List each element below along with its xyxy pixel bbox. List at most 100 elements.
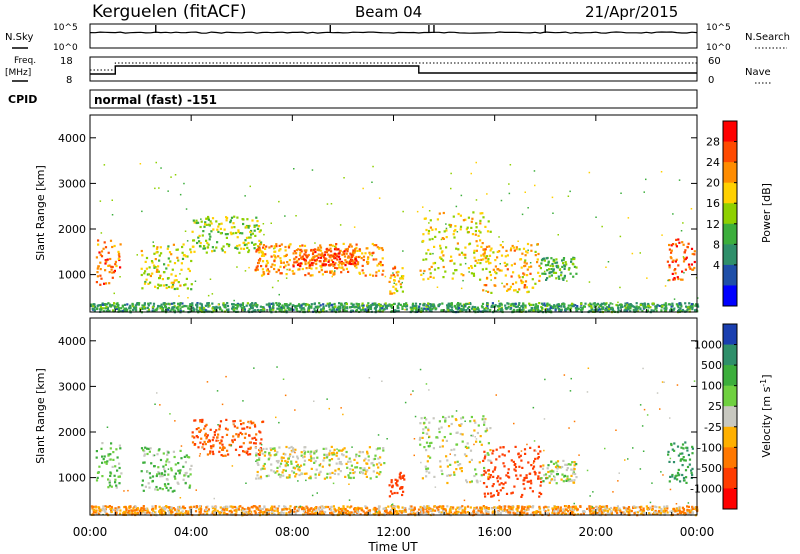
- echo-cell: [117, 257, 120, 260]
- echo-cell: [516, 510, 519, 513]
- echo-cell: [401, 267, 404, 270]
- echo-cell: [144, 280, 147, 284]
- echo-cell: [546, 263, 550, 267]
- echo-cell: [106, 460, 109, 463]
- echo-cell: [143, 282, 147, 285]
- echo-cell: [108, 309, 111, 312]
- echo-cell: [144, 446, 147, 449]
- echo-cell: [482, 253, 485, 256]
- echo-cell: [275, 243, 278, 246]
- echo-cell: [309, 264, 312, 267]
- echo-cell: [160, 512, 163, 515]
- echo-cell: [137, 303, 140, 306]
- echo-cell: [155, 251, 158, 254]
- echo-cell: [483, 466, 486, 470]
- echo-cell: [688, 509, 691, 512]
- echo-cell: [394, 505, 397, 508]
- echo-cell: [176, 306, 179, 309]
- echo-cell: [315, 309, 318, 312]
- echo-cell: [256, 249, 259, 252]
- echo-cell: [445, 229, 448, 232]
- echo-cell: [324, 259, 328, 262]
- echo-cell: [144, 270, 147, 273]
- echo-cell: [483, 507, 486, 510]
- echo-cell: [363, 467, 366, 470]
- echo-cell: [288, 244, 291, 247]
- echo-cell: [479, 440, 482, 443]
- scatter-cell: [178, 295, 180, 297]
- echo-cell: [422, 233, 425, 236]
- echo-cell: [452, 513, 455, 516]
- scatter-cell: [295, 215, 297, 217]
- echo-cell: [107, 486, 110, 489]
- echo-cell: [342, 261, 345, 265]
- echo-cell: [459, 302, 462, 305]
- echo-cell: [615, 507, 618, 510]
- echo-cell: [353, 250, 356, 253]
- echo-cell: [532, 303, 535, 306]
- echo-cell: [432, 447, 435, 450]
- echo-cell: [663, 512, 666, 515]
- echo-cell: [521, 507, 524, 510]
- echo-cell: [150, 260, 154, 263]
- echo-cell: [262, 246, 265, 249]
- echo-cell: [550, 268, 553, 271]
- echo-cell: [681, 270, 684, 273]
- echo-cell: [453, 262, 456, 265]
- echo-cell: [675, 507, 678, 510]
- echo-cell: [173, 305, 176, 308]
- echo-cell: [660, 306, 663, 309]
- echo-cell: [296, 263, 300, 266]
- noise-left-tick-bottom: 10^0: [53, 43, 78, 53]
- echo-cell: [469, 481, 472, 484]
- echo-cell: [149, 476, 152, 479]
- echo-cell: [450, 308, 453, 311]
- echo-cell: [484, 455, 487, 458]
- echo-cell: [647, 304, 650, 307]
- echo-cell: [575, 266, 578, 269]
- echo-cell: [115, 264, 118, 268]
- echo-cell: [625, 507, 628, 510]
- echo-cell: [108, 303, 111, 306]
- echo-cell: [465, 479, 468, 482]
- echo-cell: [218, 306, 221, 309]
- echo-cell: [626, 302, 629, 305]
- echo-cell: [209, 220, 212, 223]
- echo-cell: [95, 281, 98, 284]
- scatter-cell: [557, 234, 559, 236]
- echo-cell: [134, 304, 137, 307]
- echo-cell: [112, 458, 115, 461]
- echo-cell: [504, 264, 507, 267]
- echo-cell: [118, 482, 121, 485]
- echo-cell: [428, 471, 431, 474]
- echo-cell: [572, 481, 576, 484]
- echo-cell: [292, 308, 295, 311]
- echo-cell: [243, 450, 246, 453]
- echo-cell: [420, 512, 423, 516]
- echo-cell: [589, 508, 592, 511]
- echo-cell: [593, 308, 596, 311]
- echo-cell: [232, 435, 235, 438]
- echo-cell: [519, 474, 522, 477]
- echo-cell: [447, 415, 450, 418]
- echo-cell: [449, 309, 452, 312]
- echo-cell: [545, 309, 548, 312]
- echo-cell: [474, 306, 477, 309]
- echo-cell: [429, 456, 432, 459]
- echo-cell: [356, 304, 360, 307]
- echo-cell: [196, 241, 199, 245]
- echo-cell: [497, 308, 500, 312]
- echo-cell: [186, 512, 190, 515]
- echo-cell: [134, 505, 137, 508]
- scatter-cell: [617, 301, 619, 304]
- scatter-cell: [428, 210, 431, 212]
- echo-cell: [678, 505, 681, 509]
- echo-cell: [218, 428, 221, 431]
- echo-cell: [198, 240, 201, 243]
- echo-cell: [570, 468, 573, 471]
- echo-cell: [569, 307, 572, 310]
- echo-cell: [562, 262, 565, 265]
- echo-cell: [92, 305, 95, 308]
- echo-cell: [337, 449, 340, 452]
- echo-cell: [288, 446, 291, 450]
